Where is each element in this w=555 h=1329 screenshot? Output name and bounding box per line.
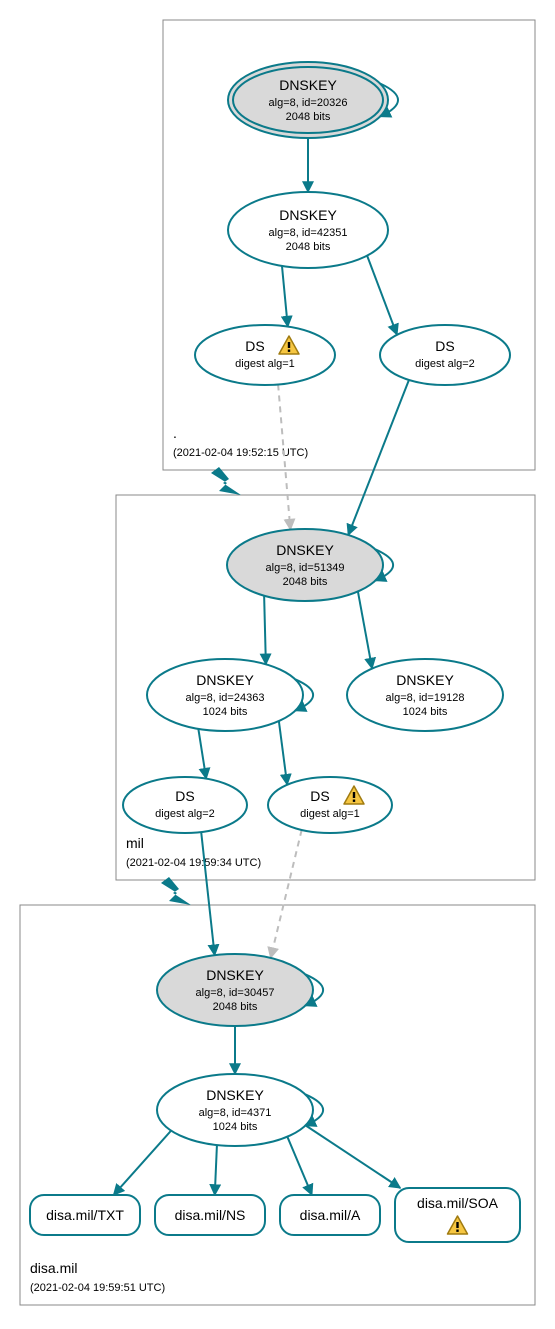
- svg-text:disa.mil/NS: disa.mil/NS: [175, 1207, 246, 1223]
- svg-text:(2021-02-04 19:59:51 UTC): (2021-02-04 19:59:51 UTC): [30, 1282, 165, 1294]
- node-root_ds2: DS digest alg=2: [380, 325, 510, 385]
- svg-text:alg=8, id=19128: alg=8, id=19128: [386, 692, 465, 704]
- svg-text:DNSKEY: DNSKEY: [206, 967, 264, 983]
- svg-text:mil: mil: [126, 835, 144, 851]
- node-root_ds1: DS digest alg=1: [195, 325, 335, 385]
- node-rr_a: disa.mil/A: [280, 1195, 380, 1235]
- edge-mil_ksk-mil_zsk1: [264, 596, 266, 665]
- svg-text:2048 bits: 2048 bits: [283, 576, 328, 588]
- node-disa_zsk: DNSKEY alg=8, id=4371 1024 bits: [157, 1074, 323, 1146]
- edge-disa_zsk-rr_soa: [306, 1125, 401, 1188]
- svg-text:DS: DS: [245, 338, 264, 354]
- svg-text:disa.mil/TXT: disa.mil/TXT: [46, 1207, 124, 1223]
- svg-text:DNSKEY: DNSKEY: [396, 672, 454, 688]
- svg-text:(2021-02-04 19:59:34 UTC): (2021-02-04 19:59:34 UTC): [126, 857, 261, 869]
- svg-text:(2021-02-04 19:52:15 UTC): (2021-02-04 19:52:15 UTC): [173, 447, 308, 459]
- svg-text:DS: DS: [175, 788, 194, 804]
- edge-disa_zsk-rr_ns: [215, 1145, 217, 1195]
- node-mil_ksk: DNSKEY alg=8, id=51349 2048 bits: [227, 529, 393, 601]
- svg-text:alg=8, id=51349: alg=8, id=51349: [266, 562, 345, 574]
- node-mil_zsk2: DNSKEY alg=8, id=19128 1024 bits: [347, 659, 503, 731]
- svg-text:2048 bits: 2048 bits: [213, 1001, 258, 1013]
- edge-mil_ksk-mil_zsk2: [358, 591, 372, 668]
- node-rr_soa: disa.mil/SOA: [395, 1188, 520, 1242]
- edge-root_zsk-root_ds2: [367, 256, 397, 335]
- edge-mil_zsk1-mil_ds2: [198, 729, 206, 779]
- svg-text:alg=8, id=42351: alg=8, id=42351: [269, 227, 348, 239]
- svg-text:DNSKEY: DNSKEY: [196, 672, 254, 688]
- svg-text:DNSKEY: DNSKEY: [206, 1087, 264, 1103]
- edge-disa_zsk-rr_txt: [114, 1131, 172, 1195]
- edge-mil_ds1-disa_ksk: [271, 830, 302, 958]
- svg-text:1024 bits: 1024 bits: [403, 706, 448, 718]
- svg-text:alg=8, id=20326: alg=8, id=20326: [269, 97, 348, 109]
- node-disa_ksk: DNSKEY alg=8, id=30457 2048 bits: [157, 954, 323, 1026]
- node-rr_txt: disa.mil/TXT: [30, 1195, 140, 1235]
- svg-text:digest alg=2: digest alg=2: [415, 358, 475, 370]
- svg-text:digest alg=2: digest alg=2: [155, 808, 215, 820]
- svg-text:DS: DS: [435, 338, 454, 354]
- svg-text:disa.mil: disa.mil: [30, 1260, 77, 1276]
- svg-text:alg=8, id=4371: alg=8, id=4371: [199, 1107, 272, 1119]
- svg-text:2048 bits: 2048 bits: [286, 111, 331, 123]
- svg-text:alg=8, id=30457: alg=8, id=30457: [196, 987, 275, 999]
- svg-text:alg=8, id=24363: alg=8, id=24363: [186, 692, 265, 704]
- svg-text:digest alg=1: digest alg=1: [300, 808, 360, 820]
- node-mil_zsk1: DNSKEY alg=8, id=24363 1024 bits: [147, 659, 313, 731]
- svg-text:1024 bits: 1024 bits: [213, 1121, 258, 1133]
- node-mil_ds1: DS digest alg=1: [268, 777, 392, 833]
- zone-arrow: [161, 877, 191, 905]
- edge-disa_zsk-rr_a: [287, 1137, 312, 1195]
- svg-text:DS: DS: [310, 788, 329, 804]
- svg-text:disa.mil/A: disa.mil/A: [300, 1207, 361, 1223]
- edge-root_zsk-root_ds1: [282, 266, 288, 327]
- svg-text:disa.mil/SOA: disa.mil/SOA: [417, 1195, 499, 1211]
- svg-text:DNSKEY: DNSKEY: [276, 542, 334, 558]
- svg-text:digest alg=1: digest alg=1: [235, 358, 295, 370]
- node-root_ksk: DNSKEY alg=8, id=20326 2048 bits: [228, 62, 398, 138]
- edge-mil_ds2-disa_ksk: [201, 832, 214, 955]
- edge-root_ds2-mil_ksk: [348, 380, 409, 535]
- node-rr_ns: disa.mil/NS: [155, 1195, 265, 1235]
- node-mil_ds2: DS digest alg=2: [123, 777, 247, 833]
- zone-arrow: [211, 467, 241, 495]
- svg-text:2048 bits: 2048 bits: [286, 241, 331, 253]
- svg-text:1024 bits: 1024 bits: [203, 706, 248, 718]
- svg-text:.: .: [173, 425, 177, 441]
- node-root_zsk: DNSKEY alg=8, id=42351 2048 bits: [228, 192, 388, 268]
- svg-text:DNSKEY: DNSKEY: [279, 77, 337, 93]
- svg-text:DNSKEY: DNSKEY: [279, 207, 337, 223]
- edge-mil_zsk1-mil_ds1: [279, 721, 287, 785]
